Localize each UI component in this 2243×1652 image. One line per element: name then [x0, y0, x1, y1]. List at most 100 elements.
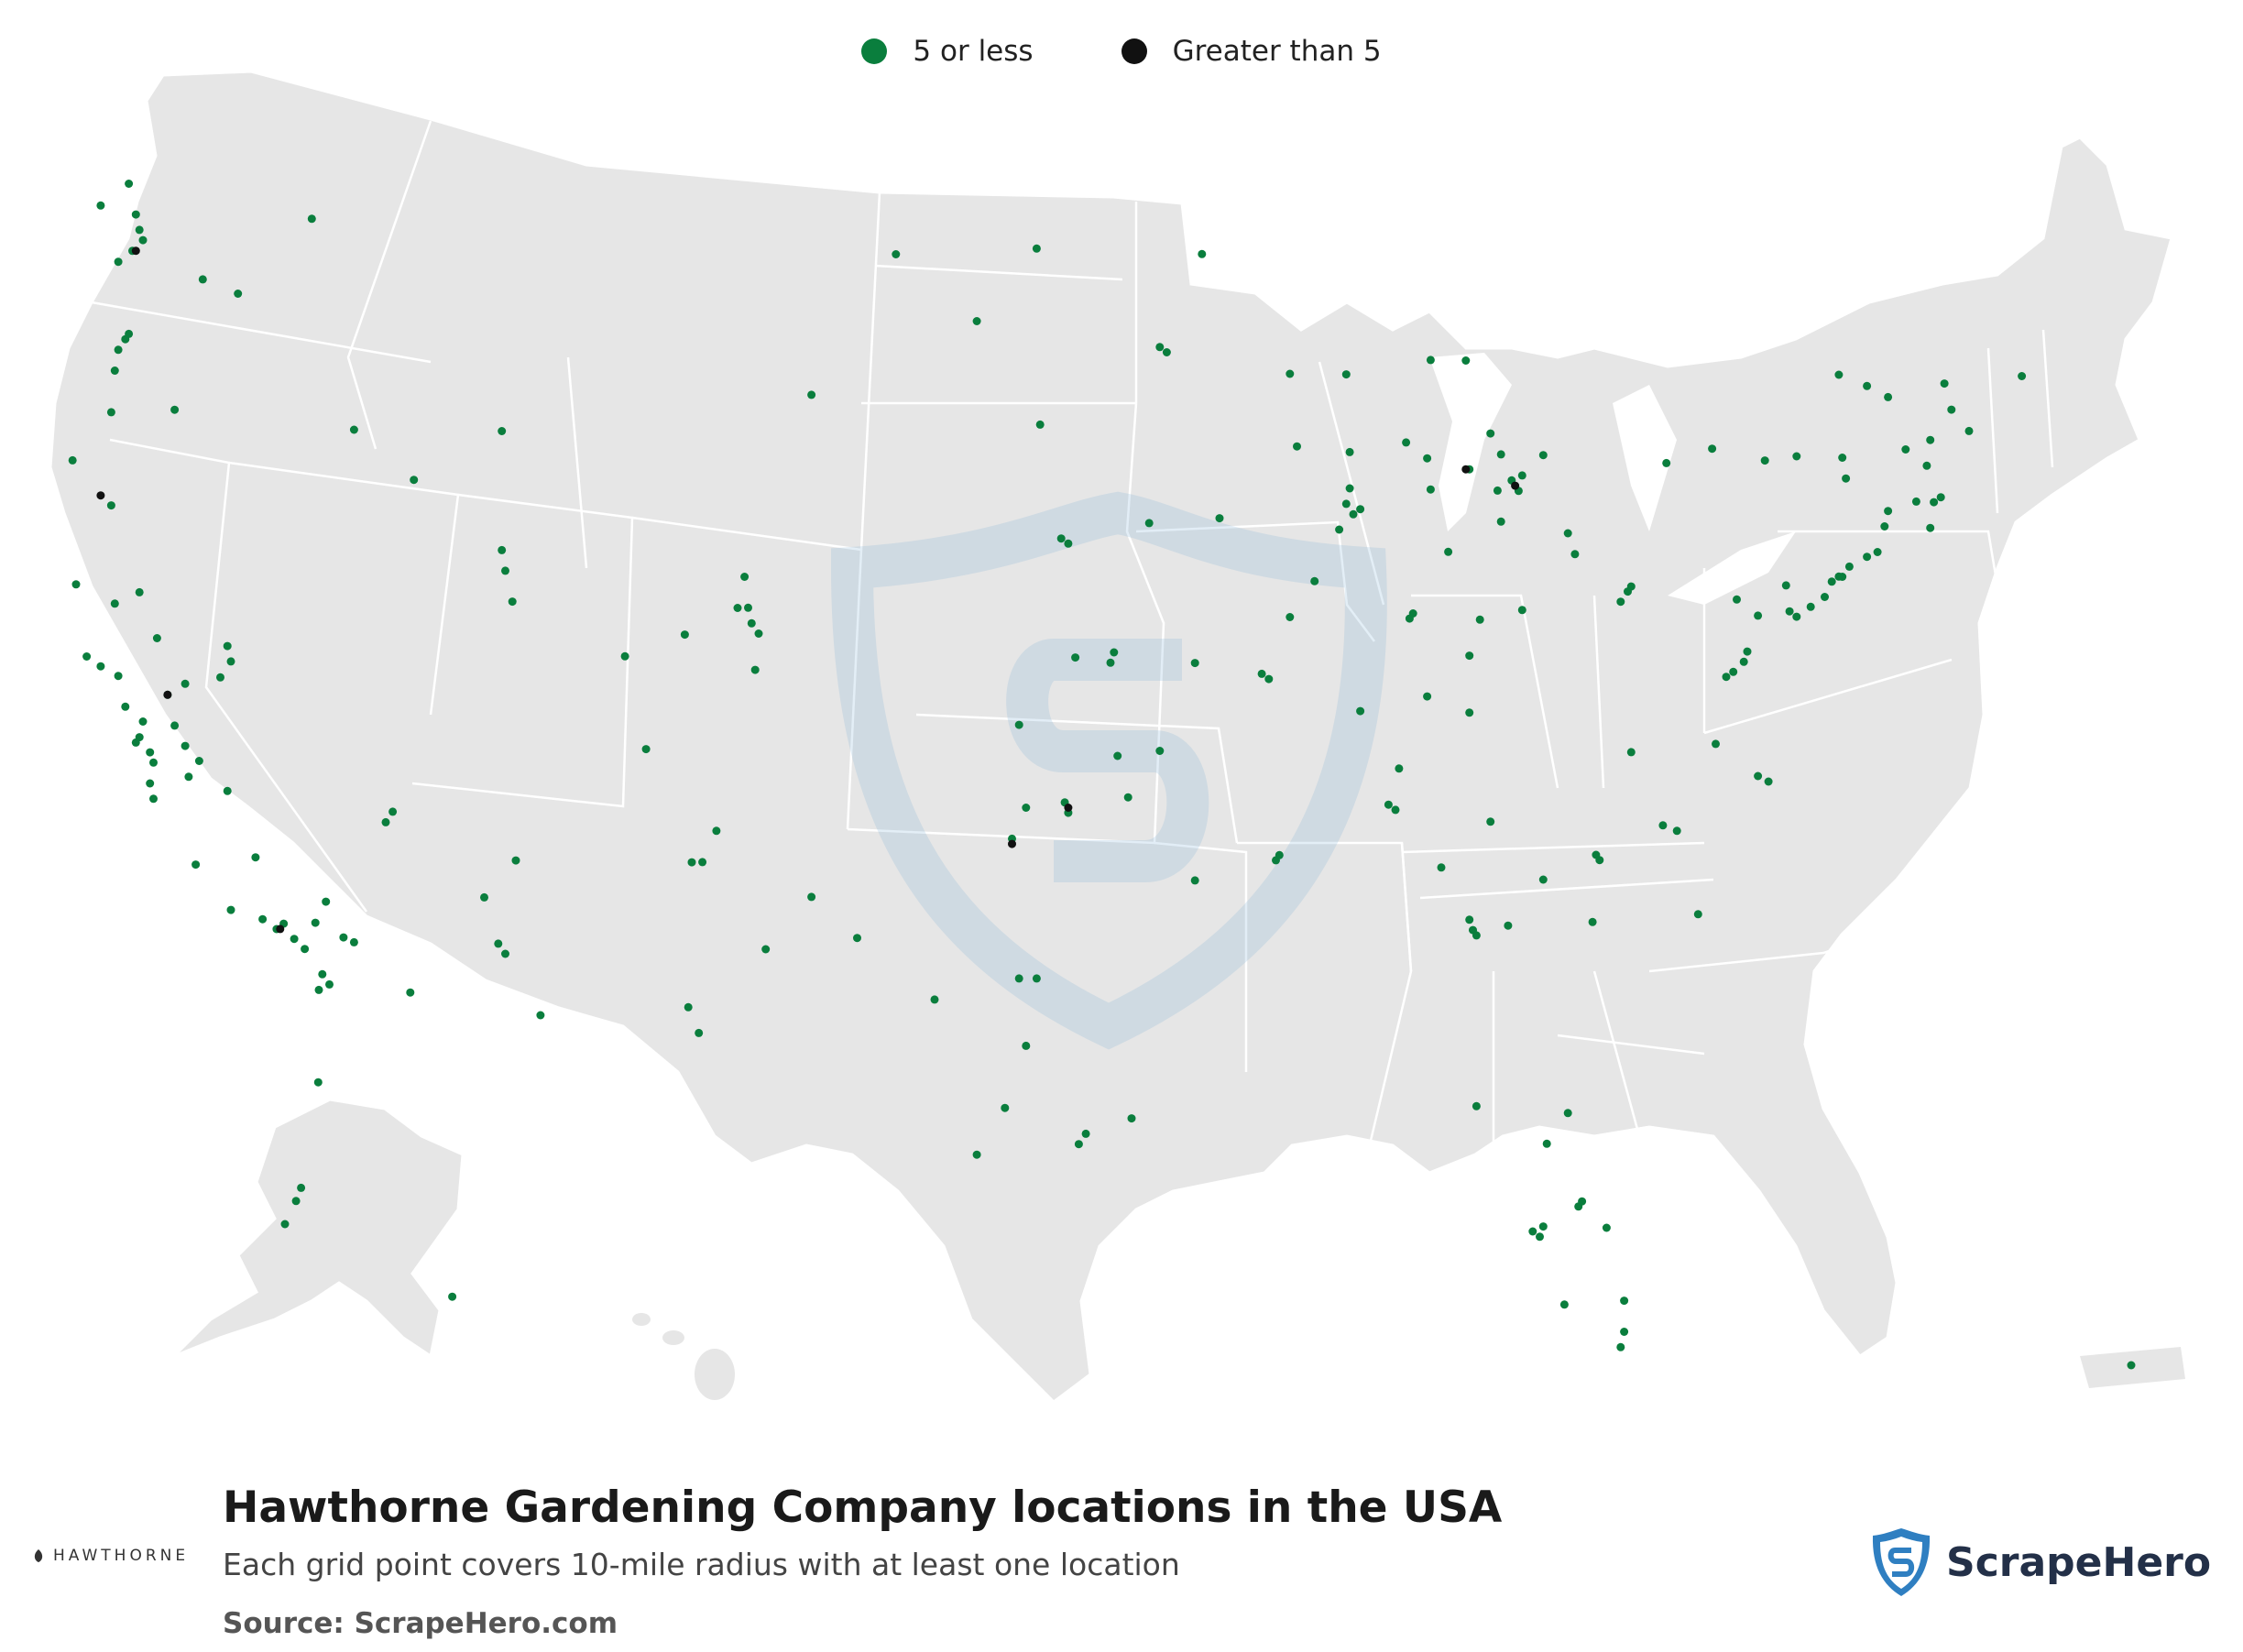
location-point-small-60 [149, 758, 158, 767]
location-point-small-74 [181, 679, 190, 688]
location-point-small-82 [184, 772, 193, 782]
location-point-small-11 [114, 345, 123, 355]
location-point-small-105 [1071, 653, 1080, 662]
location-point-small-36 [712, 826, 721, 836]
location-point-small-142 [1563, 1109, 1572, 1118]
location-point-small-80 [146, 779, 155, 788]
location-point-small-111 [1162, 348, 1171, 356]
location-point-small-65 [121, 702, 130, 711]
location-point-small-1 [138, 235, 148, 245]
location-point-small-49 [226, 657, 235, 666]
location-point-small-187 [1486, 429, 1495, 438]
location-point-small-241 [280, 1220, 290, 1229]
location-point-small-114 [892, 250, 901, 258]
location-point-small-12 [110, 367, 119, 375]
location-point-large-2 [276, 924, 285, 934]
location-point-small-173 [1563, 529, 1572, 538]
location-point-small-127 [1384, 800, 1393, 809]
location-point-small-156 [1349, 509, 1358, 519]
location-point-small-92 [972, 1150, 981, 1159]
location-point-small-218 [1936, 493, 1945, 502]
location-point-small-0 [135, 225, 144, 235]
location-point-small-30 [680, 630, 689, 640]
location-point-small-217 [1926, 523, 1935, 532]
location-point-small-123 [1190, 876, 1199, 885]
location-point-small-145 [1538, 1222, 1548, 1231]
location-point-large-5 [1461, 465, 1471, 474]
location-point-small-167 [1408, 609, 1417, 618]
location-point-small-32 [620, 651, 629, 661]
location-point-small-158 [1345, 484, 1354, 493]
location-point-small-141 [1693, 910, 1702, 919]
scrapehero-logo: ScrapeHero [1869, 1526, 2211, 1599]
location-point-small-66 [131, 738, 140, 747]
location-point-small-45 [406, 988, 415, 997]
location-point-small-67 [82, 652, 92, 661]
location-point-large-7 [96, 491, 105, 500]
leaf-icon [34, 1549, 43, 1562]
location-point-small-139 [1658, 821, 1668, 830]
location-point-small-242 [448, 1292, 457, 1301]
location-point-small-40 [501, 949, 509, 958]
hawthorne-wordmark: HAWTHORNE [53, 1547, 190, 1565]
location-point-small-228 [1834, 370, 1844, 379]
location-point-small-81 [110, 599, 119, 608]
location-point-small-190 [1423, 692, 1432, 701]
location-point-small-95 [1127, 1114, 1136, 1123]
location-point-large-0 [131, 246, 140, 256]
location-point-small-87 [301, 945, 310, 954]
location-point-small-236 [1940, 379, 1949, 388]
location-point-small-165 [1286, 369, 1295, 378]
location-point-small-239 [297, 1183, 306, 1192]
location-point-small-216 [1873, 548, 1882, 556]
location-point-small-97 [853, 934, 861, 943]
location-point-small-88 [1032, 974, 1041, 983]
location-point-small-196 [1722, 673, 1731, 682]
location-point-small-120 [1190, 659, 1199, 668]
location-point-small-223 [1838, 454, 1847, 462]
location-point-small-154 [1602, 1223, 1611, 1232]
location-point-small-6 [125, 180, 134, 188]
location-point-small-197 [1743, 647, 1752, 656]
scrapehero-shield-icon [1872, 1528, 1931, 1596]
location-point-small-198 [1739, 657, 1748, 666]
map-title: Hawthorne Gardening Company locations in… [223, 1482, 1503, 1533]
location-point-small-238 [291, 1197, 301, 1206]
location-point-small-27 [740, 573, 749, 581]
location-point-small-89 [1014, 974, 1023, 983]
map-subtitle: Each grid point covers 10-mile radius wi… [223, 1547, 1180, 1582]
location-point-small-159 [1335, 525, 1344, 534]
location-point-small-25 [744, 603, 752, 612]
location-point-small-200 [1754, 771, 1763, 781]
location-point-small-102 [1110, 648, 1119, 657]
lake-erie-water [1668, 531, 1796, 605]
location-point-small-7 [307, 214, 316, 224]
location-point-small-172 [1517, 606, 1526, 615]
location-point-small-22 [508, 597, 517, 607]
location-point-small-164 [1341, 370, 1351, 379]
location-point-small-76 [138, 717, 148, 726]
location-point-small-243 [2127, 1361, 2136, 1370]
location-point-small-168 [1444, 547, 1453, 556]
location-point-small-232 [1926, 435, 1935, 444]
location-point-small-162 [1293, 442, 1301, 451]
location-point-small-46 [388, 807, 398, 816]
usa-map [0, 55, 2243, 1439]
location-point-small-69 [135, 587, 144, 596]
location-point-small-204 [1785, 607, 1794, 616]
location-point-small-39 [807, 892, 816, 902]
location-point-small-157 [1341, 499, 1351, 509]
location-point-small-85 [349, 937, 358, 946]
location-point-small-38 [761, 945, 771, 954]
location-point-small-227 [1792, 452, 1801, 461]
location-point-small-21 [501, 566, 509, 575]
location-point-small-94 [1022, 1041, 1031, 1050]
location-point-small-53 [314, 985, 323, 994]
location-point-small-84 [322, 897, 331, 906]
location-point-small-43 [536, 1011, 545, 1020]
location-point-small-186 [1496, 450, 1505, 459]
location-point-small-170 [1465, 651, 1474, 661]
location-point-small-208 [1827, 577, 1836, 586]
location-point-small-185 [1402, 438, 1411, 447]
location-point-small-210 [1821, 593, 1829, 601]
